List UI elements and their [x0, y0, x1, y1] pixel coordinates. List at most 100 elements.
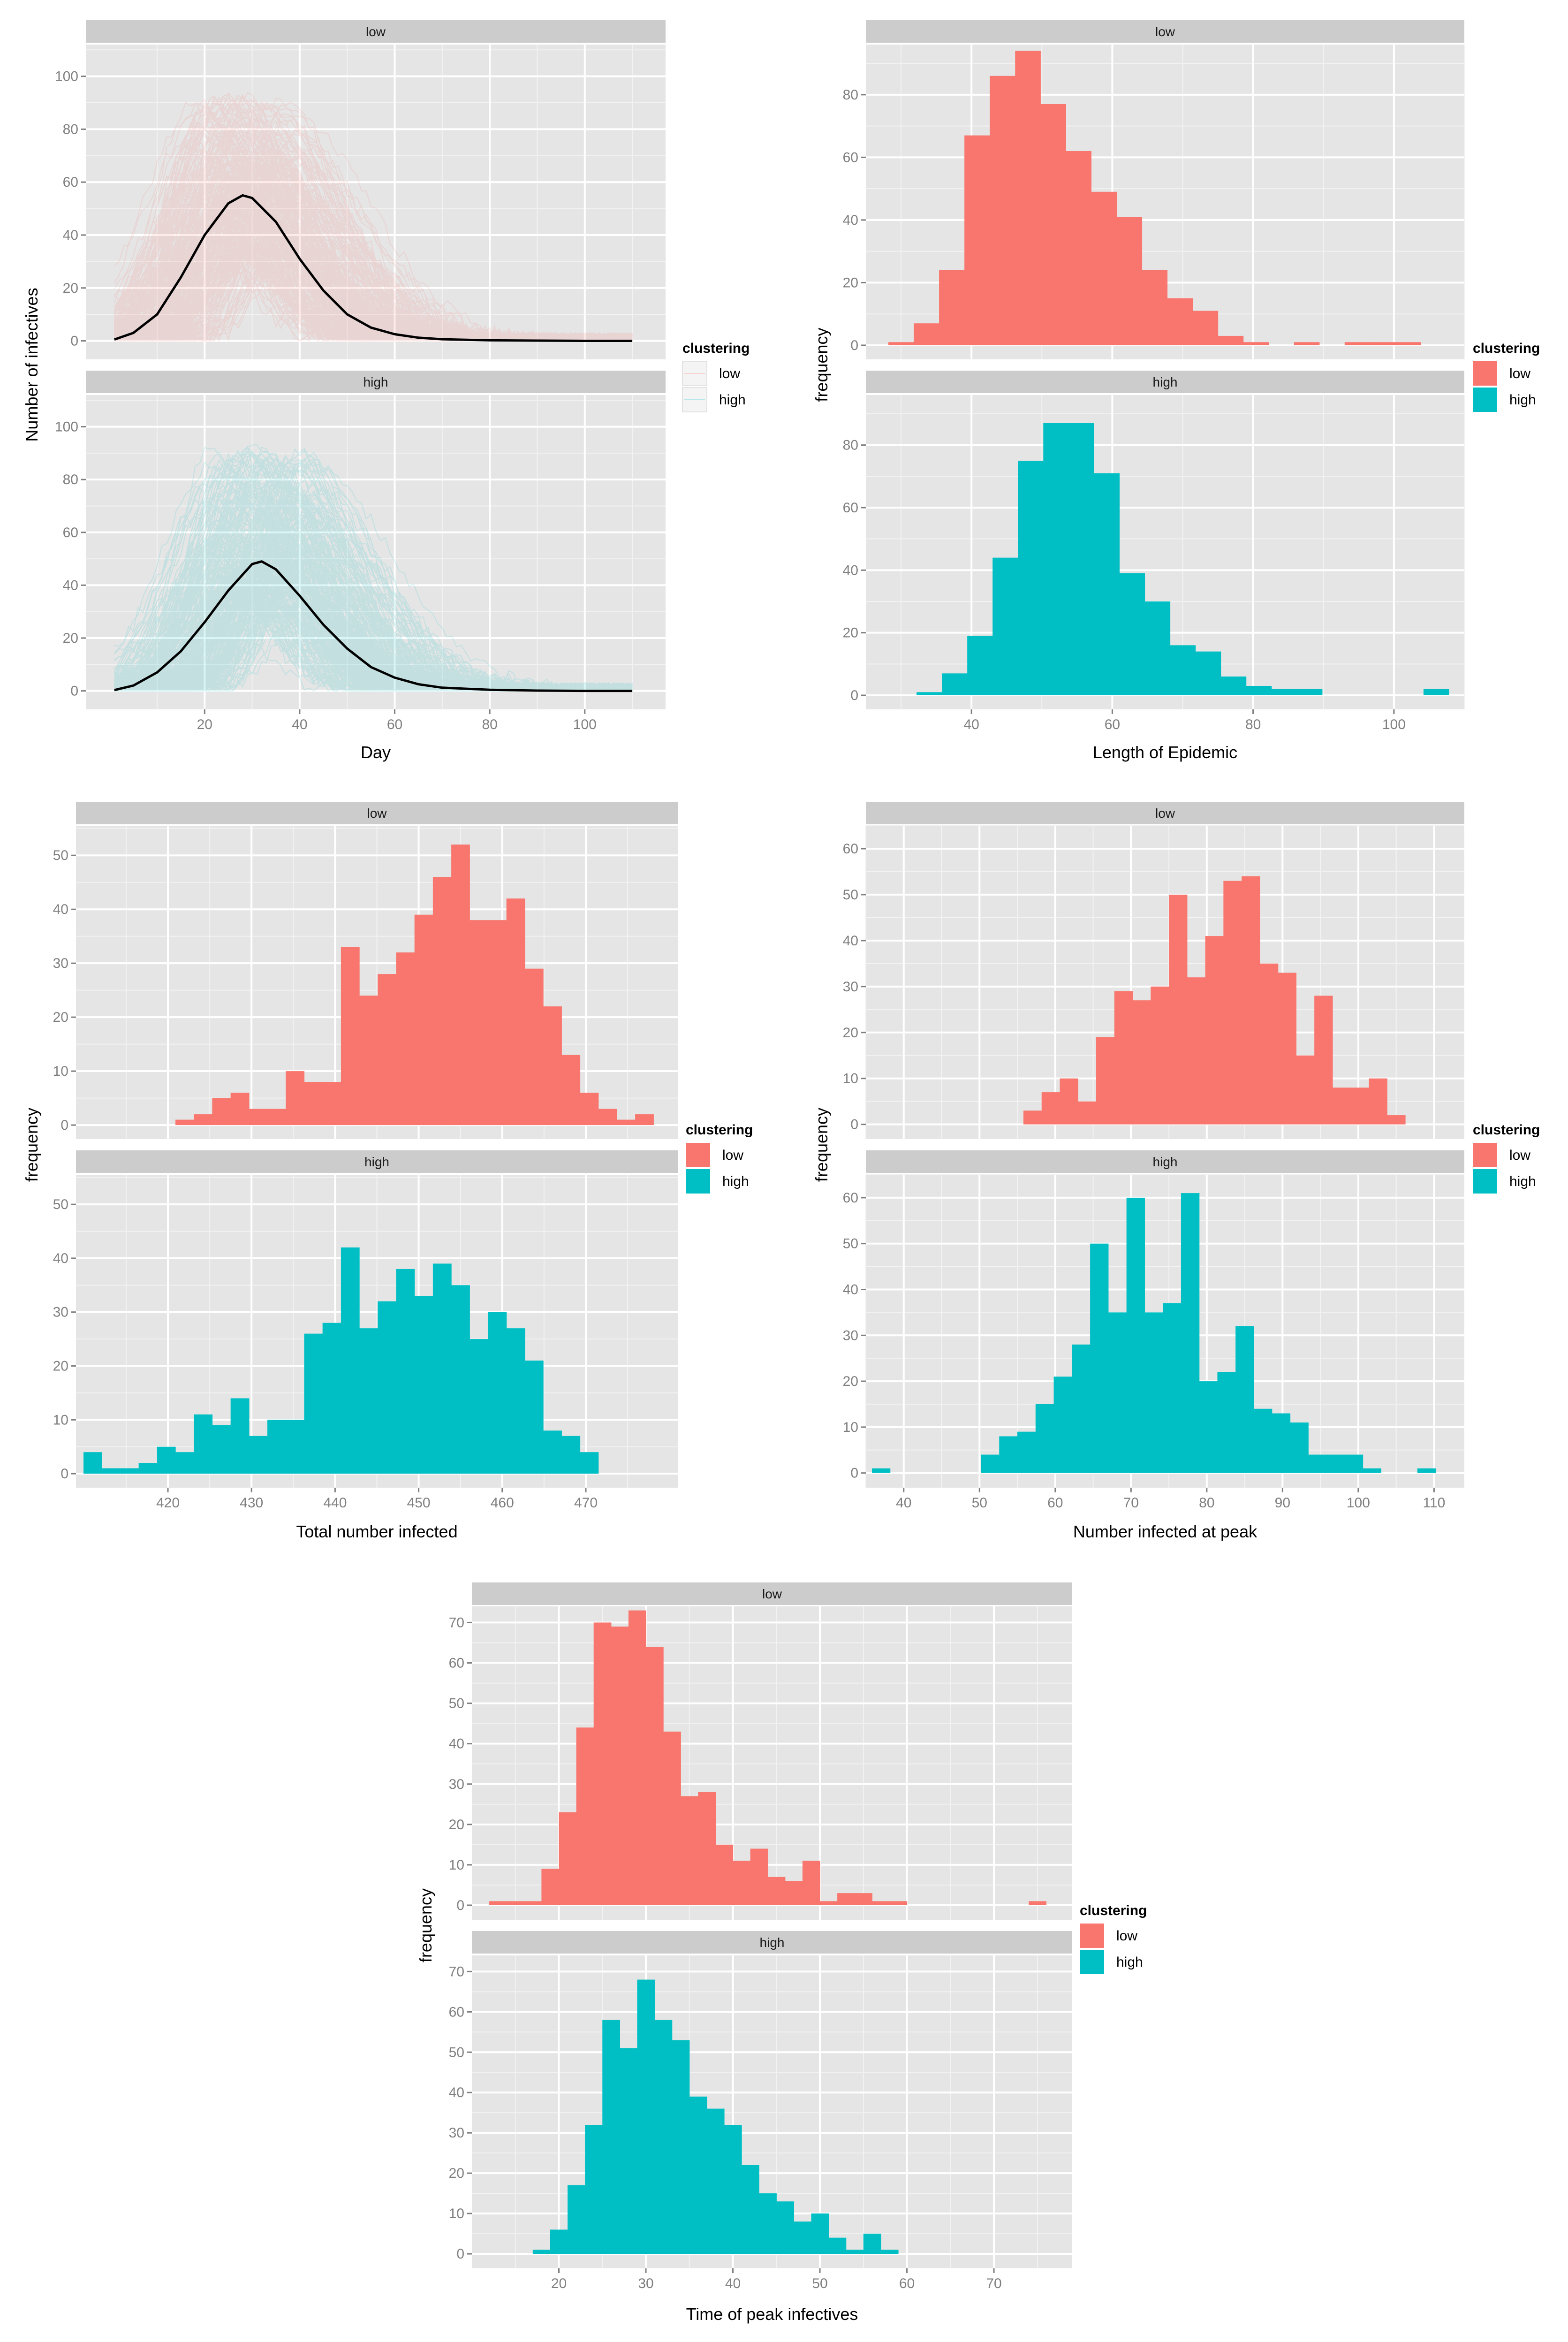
y-tick-label: 60: [843, 500, 858, 516]
trajectory-line: [114, 189, 633, 342]
histogram-bar-high: [532, 2250, 551, 2254]
trajectory-line: [114, 194, 633, 342]
trajectory-line: [114, 96, 633, 342]
chart-time-of-peak: low 0 10 20 30 40 50 60 70 high 0 10 20 30 40 50 60 70 20 3…: [416, 1582, 1147, 2324]
y-tick-label: 0: [61, 1118, 68, 1133]
y-tick-label: 20: [449, 2166, 464, 2181]
histogram-bar-low: [230, 1093, 250, 1125]
x-tick-label: 20: [197, 717, 212, 732]
facet-high: high 0 10 20 30 40 50: [53, 1150, 678, 1488]
facet-low: low 0 10 20 30 40 50 60 70: [449, 1582, 1072, 1920]
histogram-bar-low: [1091, 191, 1117, 345]
histogram-bar-high: [1068, 423, 1094, 695]
histogram-bar-low: [616, 1119, 636, 1125]
trajectory-line: [114, 543, 633, 692]
histogram-bar-high: [742, 2165, 759, 2254]
y-tick-label: 20: [843, 1374, 858, 1389]
histogram-bar-high: [341, 1247, 360, 1474]
trajectory-line: [114, 174, 633, 342]
y-tick-label: 40: [53, 1251, 68, 1266]
histogram-bar-low: [939, 270, 965, 345]
trajectory-line: [114, 485, 633, 692]
histogram-bar-low: [488, 920, 507, 1125]
y-tick-label: 60: [843, 841, 858, 857]
y-tick-label: 80: [63, 122, 78, 137]
histogram-bar-low: [1169, 894, 1188, 1125]
histogram-bar-high: [1126, 1197, 1145, 1473]
histogram-bar-high: [1271, 689, 1297, 695]
facet-strip: [866, 20, 1464, 43]
histogram-bar-low: [1332, 1087, 1351, 1125]
trajectory-line: [114, 547, 633, 692]
x-tick-label: 20: [551, 2276, 567, 2291]
trajectory-line: [114, 218, 633, 342]
trajectory-line: [114, 251, 633, 342]
trajectory-line: [114, 168, 633, 342]
trajectory-line: [114, 562, 633, 692]
histogram-bar-low: [1278, 973, 1297, 1125]
trajectory-line: [114, 452, 633, 692]
trajectory-line: [114, 149, 633, 342]
chart-epidemic-curves: low 0 20 40 60 80 100 high 0 20 40 60 80 100 20 40 60 80 1…: [22, 20, 750, 762]
trajectory-line: [114, 541, 633, 692]
histogram-bar-low: [1132, 1000, 1151, 1125]
y-tick-label: 0: [456, 1898, 464, 1913]
histogram-bar-high: [880, 2250, 899, 2254]
y-tick-label: 40: [843, 563, 858, 578]
facet-strip-label: high: [364, 375, 388, 389]
facet-high: high 0 10 20 30 40 50 60: [843, 1150, 1464, 1488]
histogram-bar-high: [1017, 1431, 1036, 1473]
trajectory-line: [114, 245, 633, 342]
histogram-bar-high: [304, 1333, 323, 1474]
histogram-bar-low: [1015, 51, 1041, 345]
x-tick-label: 460: [491, 1495, 514, 1511]
trajectory-line: [114, 585, 633, 692]
trajectory-line: [114, 490, 633, 692]
histogram-bar-low: [1369, 1078, 1387, 1125]
x-tick-label: 100: [1382, 717, 1406, 732]
legend-title: clustering: [1080, 1903, 1147, 1918]
x-tick-label: 80: [1245, 717, 1261, 732]
trajectory-line: [114, 453, 633, 692]
y-tick-label: 60: [449, 2004, 464, 2020]
histogram-bar-high: [992, 557, 1018, 695]
trajectory-line: [114, 149, 633, 342]
histogram-bar-low: [451, 844, 470, 1125]
facet-strip: [472, 1582, 1072, 1605]
trajectory-line: [114, 207, 633, 342]
trajectory-line: [114, 117, 633, 342]
histogram-bar-high: [967, 636, 993, 695]
trajectory-line: [114, 558, 633, 692]
histogram-bar-high: [1144, 601, 1171, 695]
histogram-bar-low: [715, 1844, 734, 1906]
histogram-bar-low: [1294, 342, 1320, 345]
histogram-bar-high: [1344, 1454, 1363, 1473]
trajectory-line: [114, 447, 633, 692]
trajectory-line: [114, 178, 633, 342]
histogram-bar-high: [550, 2229, 568, 2254]
trajectory-line: [114, 565, 633, 692]
y-tick-label: 0: [70, 334, 78, 349]
histogram-bar-low: [628, 1610, 646, 1906]
histogram-bar-low: [580, 1093, 599, 1125]
trajectory-line: [114, 528, 633, 692]
y-tick-label: 20: [63, 631, 78, 646]
trajectory-line: [114, 198, 633, 342]
trajectory-line: [114, 247, 633, 342]
histogram-bar-low: [1116, 217, 1143, 345]
x-tick-label: 70: [1123, 1495, 1139, 1511]
histogram-bar-high: [1308, 1454, 1327, 1473]
x-axis-title: Number infected at peak: [1073, 1522, 1257, 1541]
trajectory-line: [114, 483, 633, 692]
trajectory-line: [114, 464, 633, 692]
histogram-bar-high: [414, 1296, 433, 1474]
trajectory-line: [114, 583, 633, 692]
histogram-bar-high: [585, 2125, 603, 2254]
y-tick-label: 50: [843, 887, 858, 903]
x-tick-label: 430: [240, 1495, 263, 1511]
legend-label-low: low: [722, 1148, 743, 1163]
trajectory-line: [114, 109, 633, 342]
trajectory-line: [114, 471, 633, 692]
trajectory-line: [114, 572, 633, 692]
trajectory-line: [114, 242, 633, 342]
